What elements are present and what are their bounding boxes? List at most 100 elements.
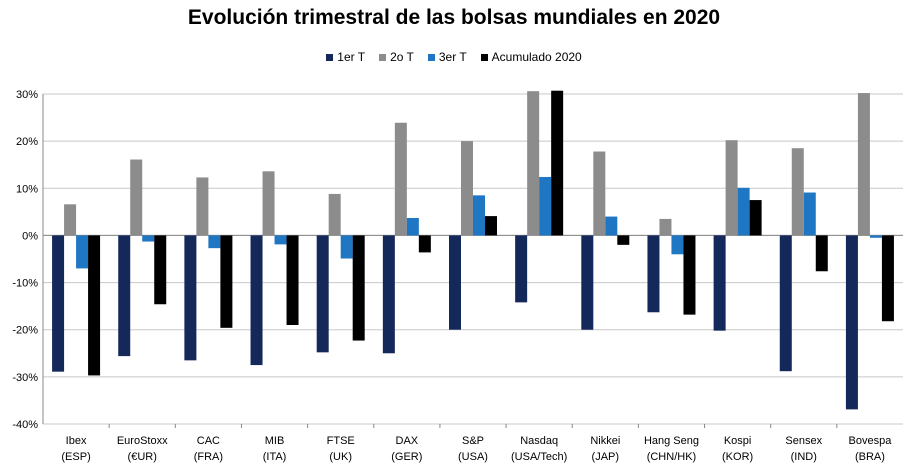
- bar-3-13: [869, 235, 882, 238]
- bar-1-2: [118, 235, 131, 357]
- bar-4-6: [418, 235, 431, 253]
- y-tick-label: 30%: [16, 89, 38, 101]
- bar-1-9: [581, 235, 594, 330]
- category-sublabel: (CHN/HK): [647, 451, 697, 463]
- y-tick-label: -10%: [12, 278, 38, 290]
- bar-2-2: [130, 159, 143, 236]
- bar-3-2: [142, 235, 155, 242]
- category-sublabel: (ITA): [263, 451, 287, 463]
- y-tick-label: -40%: [12, 419, 38, 431]
- category-label: CAC: [197, 435, 220, 447]
- category-sublabel: (USA/Tech): [511, 451, 567, 463]
- bar-3-9: [605, 216, 618, 236]
- bar-1-6: [382, 235, 395, 354]
- bar-1-4: [250, 235, 263, 366]
- bar-4-10: [683, 235, 696, 315]
- legend-item-4: Acumulado 2020: [480, 50, 582, 64]
- legend-item-3: 3er T: [427, 50, 467, 64]
- category-label: Kospi: [724, 435, 752, 447]
- bar-4-2: [154, 235, 167, 305]
- bar-4-5: [352, 235, 365, 341]
- bar-2-12: [791, 148, 804, 236]
- category-label: Nikkei: [590, 435, 620, 447]
- bar-3-4: [274, 235, 287, 245]
- bar-3-11: [737, 187, 750, 236]
- bar-2-9: [593, 151, 606, 236]
- bar-1-5: [316, 235, 329, 353]
- category-label: Ibex: [66, 435, 87, 447]
- category-sublabel: (UK): [329, 451, 352, 463]
- bar-4-8: [551, 90, 564, 236]
- bar-3-1: [76, 235, 89, 269]
- y-tick-label: 20%: [16, 136, 38, 148]
- bar-2-10: [659, 218, 672, 236]
- bar-1-13: [845, 235, 858, 410]
- category-label: Bovespa: [849, 435, 893, 447]
- legend-label: 1er T: [337, 50, 366, 64]
- bar-2-5: [328, 193, 341, 236]
- category-label: FTSE: [327, 435, 355, 447]
- bar-4-7: [485, 216, 497, 236]
- bar-4-4: [286, 235, 299, 325]
- bar-4-1: [88, 235, 101, 376]
- category-sublabel: (BRA): [855, 451, 885, 463]
- bar-3-5: [340, 235, 353, 259]
- bar-4-13: [881, 235, 894, 322]
- category-sublabel: (JAP): [592, 451, 620, 463]
- legend-swatch: [480, 53, 488, 61]
- bar-3-3: [208, 235, 221, 249]
- y-tick-label: 10%: [16, 183, 38, 195]
- legend-item-1: 1er T: [326, 50, 365, 64]
- bar-1-8: [515, 235, 528, 303]
- bar-4-3: [220, 235, 233, 328]
- category-label: Sensex: [785, 435, 822, 447]
- bar-2-4: [262, 171, 275, 236]
- bar-1-10: [647, 235, 660, 313]
- bar-3-6: [406, 217, 419, 236]
- bar-1-1: [52, 235, 65, 372]
- bar-3-10: [671, 235, 684, 255]
- bar-1-11: [713, 235, 726, 331]
- y-tick-label: -20%: [12, 325, 38, 337]
- bar-3-8: [539, 176, 552, 236]
- category-sublabel: (USA): [458, 451, 488, 463]
- category-sublabel: (ESP): [61, 451, 90, 463]
- bar-3-7: [473, 195, 485, 236]
- bar-4-9: [617, 235, 630, 245]
- bar-1-3: [184, 235, 197, 361]
- category-sublabel: (FRA): [194, 451, 223, 463]
- bar-2-6: [394, 122, 407, 236]
- y-tick-label: 0%: [22, 230, 38, 242]
- bar-4-11: [749, 200, 762, 236]
- category-sublabel: (IND): [791, 451, 817, 463]
- bar-2-7: [461, 141, 473, 236]
- bar-3-12: [803, 192, 816, 236]
- legend-label: 2o T: [390, 50, 414, 64]
- category-label: EuroStoxx: [117, 435, 168, 447]
- category-label: Hang Seng: [644, 435, 699, 447]
- bar-1-7: [449, 235, 461, 330]
- category-label: S&P: [462, 435, 484, 447]
- bar-2-1: [64, 204, 77, 236]
- legend-swatch: [427, 53, 435, 61]
- category-label: Nasdaq: [520, 435, 558, 447]
- bar-2-13: [857, 93, 870, 236]
- legend-label: 3er T: [438, 50, 467, 64]
- bar-2-3: [196, 177, 209, 236]
- chart-title: Evolución trimestral de las bolsas mundi…: [187, 6, 721, 29]
- y-tick-label: -30%: [12, 372, 38, 384]
- bar-2-8: [527, 91, 540, 236]
- legend: 1er T 2o T 3er T Acumulado 2020: [0, 50, 908, 64]
- bar-4-12: [815, 235, 828, 272]
- category-sublabel: (€UR): [128, 451, 157, 463]
- legend-item-2: 2o T: [379, 50, 414, 64]
- category-label: DAX: [396, 435, 419, 447]
- legend-swatch: [326, 53, 334, 61]
- category-sublabel: (GER): [391, 451, 422, 463]
- bar-2-11: [725, 140, 738, 236]
- category-sublabel: (KOR): [722, 451, 753, 463]
- category-label: MIB: [265, 435, 285, 447]
- legend-swatch: [379, 53, 387, 61]
- bar-1-12: [779, 235, 792, 372]
